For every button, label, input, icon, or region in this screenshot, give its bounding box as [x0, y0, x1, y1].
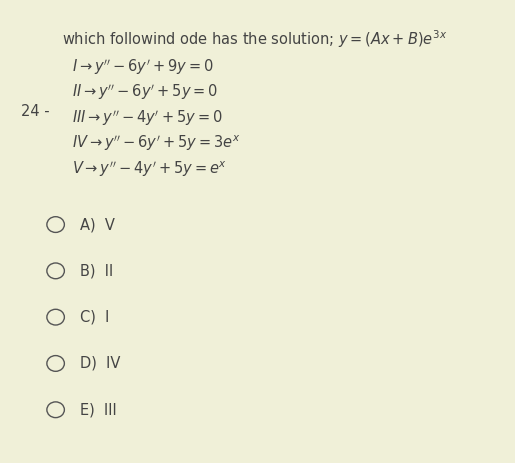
Text: D)  IV: D) IV [80, 356, 120, 371]
Text: $III \rightarrow y'' - 4y' + 5y = 0$: $III \rightarrow y'' - 4y' + 5y = 0$ [72, 108, 222, 128]
Text: which followind ode has the solution; $y = (Ax + B)e^{3x}$: which followind ode has the solution; $y… [62, 29, 447, 50]
Text: 24 -: 24 - [21, 104, 49, 119]
Text: $I \rightarrow y'' - 6y' + 9y = 0$: $I \rightarrow y'' - 6y' + 9y = 0$ [72, 57, 214, 77]
Text: C)  I: C) I [80, 310, 109, 325]
Text: $II \rightarrow y'' - 6y' + 5y = 0$: $II \rightarrow y'' - 6y' + 5y = 0$ [72, 83, 218, 102]
Text: E)  III: E) III [80, 402, 116, 417]
Text: A)  V: A) V [80, 217, 115, 232]
Text: B)  II: B) II [80, 263, 113, 278]
Text: $V \rightarrow y'' - 4y' + 5y = e^{x}$: $V \rightarrow y'' - 4y' + 5y = e^{x}$ [72, 159, 227, 179]
Text: $IV \rightarrow y'' - 6y' + 5y = 3e^{x}$: $IV \rightarrow y'' - 6y' + 5y = 3e^{x}$ [72, 134, 241, 153]
